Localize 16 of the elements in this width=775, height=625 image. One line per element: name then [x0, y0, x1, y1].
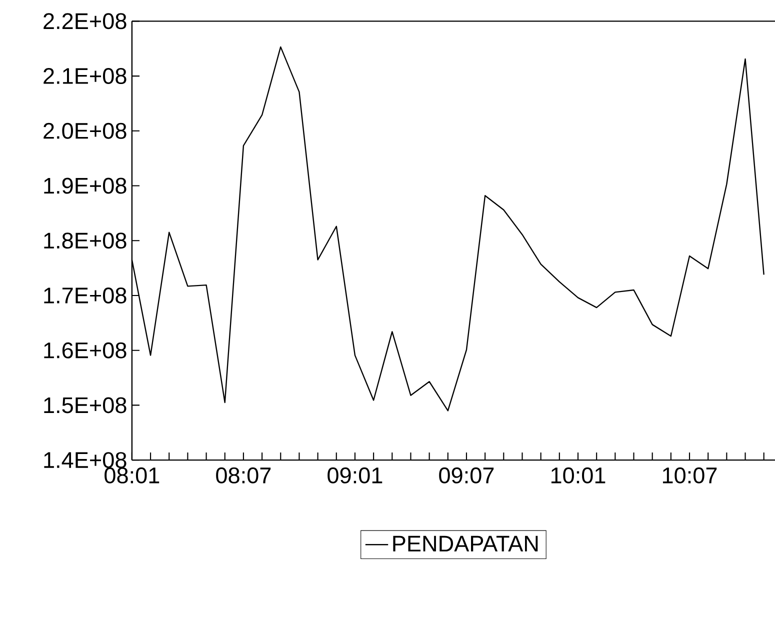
x-tick-label: 08:07: [216, 467, 271, 484]
y-tick-label: 1.8E+08: [44, 232, 126, 249]
y-tick-label: 1.4E+08: [44, 452, 126, 468]
legend-label: PENDAPATAN: [393, 536, 538, 552]
x-tick-label: 09:07: [439, 467, 494, 484]
x-tick-label: 09:01: [328, 467, 382, 484]
y-tick-label: 1.7E+08: [44, 288, 126, 304]
y-tick-label: 2.0E+08: [44, 122, 126, 139]
x-tick-label: 10:07: [662, 467, 717, 484]
x-tick-label: 10:01: [551, 467, 606, 484]
y-tick-label: 2.1E+08: [44, 68, 126, 84]
y-tick-label: 1.5E+08: [44, 397, 126, 414]
y-tick-label: 1.9E+08: [44, 178, 126, 194]
x-tick-label: 08:01: [104, 467, 160, 484]
y-tick-label: 1.6E+08: [44, 342, 126, 358]
y-tick-label: 2.2E+08: [44, 13, 126, 30]
